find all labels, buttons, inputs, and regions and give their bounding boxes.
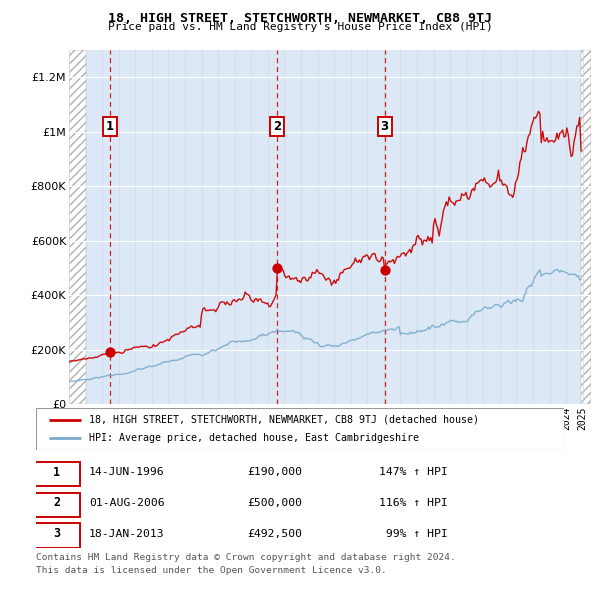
Text: 3: 3 bbox=[380, 120, 389, 133]
Bar bbox=[581, 50, 591, 404]
Text: This data is licensed under the Open Government Licence v3.0.: This data is licensed under the Open Gov… bbox=[36, 566, 387, 575]
Text: £190,000: £190,000 bbox=[247, 467, 302, 477]
FancyBboxPatch shape bbox=[34, 523, 80, 548]
Point bbox=[272, 263, 282, 273]
Text: 18-JAN-2013: 18-JAN-2013 bbox=[89, 529, 164, 539]
FancyBboxPatch shape bbox=[34, 493, 80, 517]
Text: Price paid vs. HM Land Registry's House Price Index (HPI): Price paid vs. HM Land Registry's House … bbox=[107, 22, 493, 32]
Bar bbox=[581, 50, 591, 404]
Text: 01-AUG-2006: 01-AUG-2006 bbox=[89, 498, 164, 508]
Text: £492,500: £492,500 bbox=[247, 529, 302, 539]
Text: 14-JUN-1996: 14-JUN-1996 bbox=[89, 467, 164, 477]
Text: 1: 1 bbox=[106, 120, 113, 133]
Bar bbox=[69, 50, 86, 404]
Text: 116% ↑ HPI: 116% ↑ HPI bbox=[379, 498, 448, 508]
FancyBboxPatch shape bbox=[36, 408, 564, 450]
Text: 147% ↑ HPI: 147% ↑ HPI bbox=[379, 467, 448, 477]
Text: 18, HIGH STREET, STETCHWORTH, NEWMARKET, CB8 9TJ: 18, HIGH STREET, STETCHWORTH, NEWMARKET,… bbox=[108, 12, 492, 25]
FancyBboxPatch shape bbox=[34, 462, 80, 486]
Bar bbox=[69, 50, 86, 404]
Text: HPI: Average price, detached house, East Cambridgeshire: HPI: Average price, detached house, East… bbox=[89, 433, 419, 443]
Text: 2: 2 bbox=[53, 496, 60, 509]
Text: 18, HIGH STREET, STETCHWORTH, NEWMARKET, CB8 9TJ (detached house): 18, HIGH STREET, STETCHWORTH, NEWMARKET,… bbox=[89, 415, 479, 425]
Text: 2: 2 bbox=[274, 120, 281, 133]
Text: 99% ↑ HPI: 99% ↑ HPI bbox=[379, 529, 448, 539]
Text: £500,000: £500,000 bbox=[247, 498, 302, 508]
Text: Contains HM Land Registry data © Crown copyright and database right 2024.: Contains HM Land Registry data © Crown c… bbox=[36, 553, 456, 562]
Point bbox=[380, 266, 389, 275]
Text: 1: 1 bbox=[53, 466, 60, 478]
Point bbox=[105, 348, 115, 357]
Text: 3: 3 bbox=[53, 527, 60, 540]
